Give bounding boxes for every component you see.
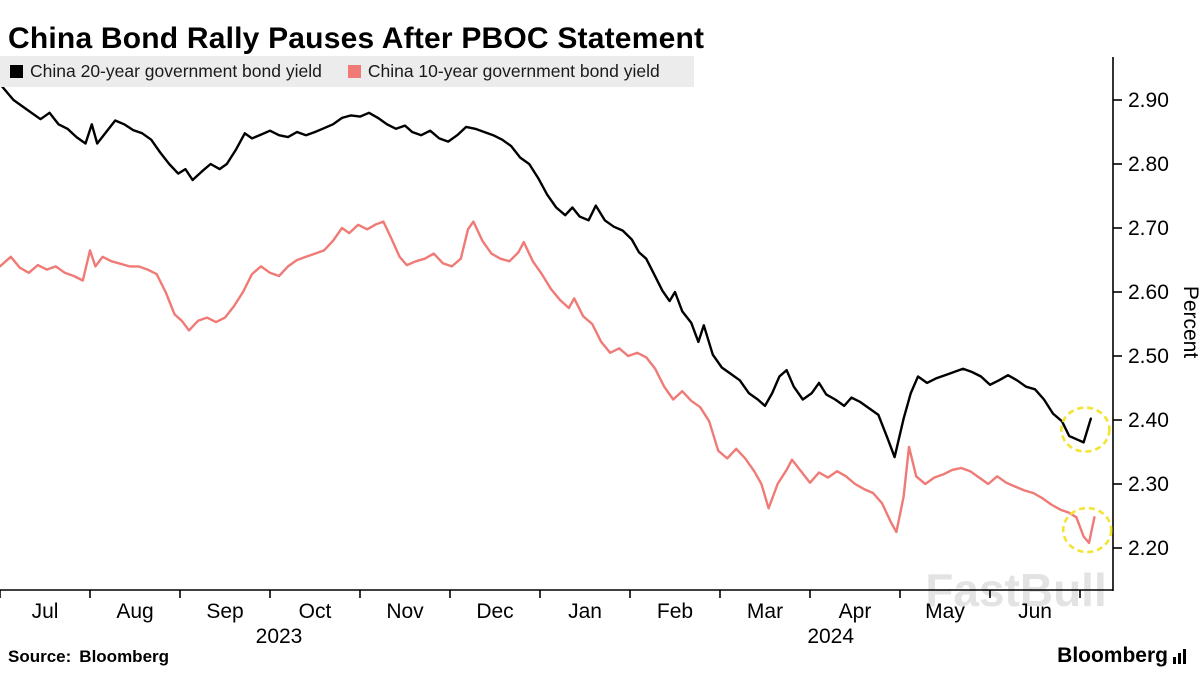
legend-swatch-10yr-icon: [347, 65, 361, 78]
x-tick-label: Sep: [206, 600, 243, 623]
highlight-circle: [1060, 406, 1111, 453]
x-tick-label: Dec: [476, 600, 513, 623]
y-tick-label: 2.20: [1128, 537, 1169, 560]
legend-item-10yr: China 10-year government bond yield: [347, 61, 660, 82]
x-tick-label: Nov: [386, 600, 424, 623]
x-tick-label: Jan: [568, 600, 602, 623]
source-note: Source: Bloomberg: [8, 647, 169, 667]
bloomberg-logo-icon: [1173, 649, 1186, 664]
chart-legend: China 20-year government bond yield Chin…: [0, 56, 694, 87]
x-tick-label: Jul: [32, 600, 59, 623]
y-tick-label: 2.40: [1128, 409, 1169, 432]
y-tick-label: 2.50: [1128, 345, 1169, 368]
bloomberg-brand: Bloomberg: [1057, 644, 1188, 668]
y-axis-title: Percent: [1179, 286, 1200, 359]
year-label: 2023: [256, 625, 303, 648]
x-tick-label: Apr: [839, 600, 872, 623]
y-tick-label: 2.80: [1128, 153, 1169, 176]
x-tick-label: Jun: [1018, 600, 1052, 623]
x-tick-label: Feb: [657, 600, 693, 623]
series-line-10yr: [0, 220, 1096, 545]
y-tick-label: 2.60: [1128, 281, 1169, 304]
legend-label-20yr: China 20-year government bond yield: [30, 61, 322, 81]
x-tick-label: Aug: [116, 600, 153, 623]
series-line-20yr: [0, 82, 1093, 459]
y-tick-label: 2.30: [1128, 473, 1169, 496]
x-tick-label: Mar: [747, 600, 783, 623]
source-label: Source:: [8, 647, 72, 666]
highlight-circle: [1061, 506, 1113, 554]
source-value: Bloomberg: [79, 647, 170, 666]
legend-label-10yr: China 10-year government bond yield: [367, 61, 660, 81]
legend-swatch-20yr-icon: [10, 65, 23, 78]
page-title: China Bond Rally Pauses After PBOC State…: [8, 22, 705, 56]
bloomberg-wordmark: Bloomberg: [1057, 644, 1168, 667]
x-tick-label: Oct: [299, 600, 332, 623]
year-label: 2024: [807, 625, 854, 648]
y-tick-label: 2.90: [1128, 89, 1169, 112]
x-tick-label: May: [925, 600, 965, 623]
y-tick-label: 2.70: [1128, 217, 1169, 240]
legend-item-20yr: China 20-year government bond yield: [10, 61, 322, 82]
